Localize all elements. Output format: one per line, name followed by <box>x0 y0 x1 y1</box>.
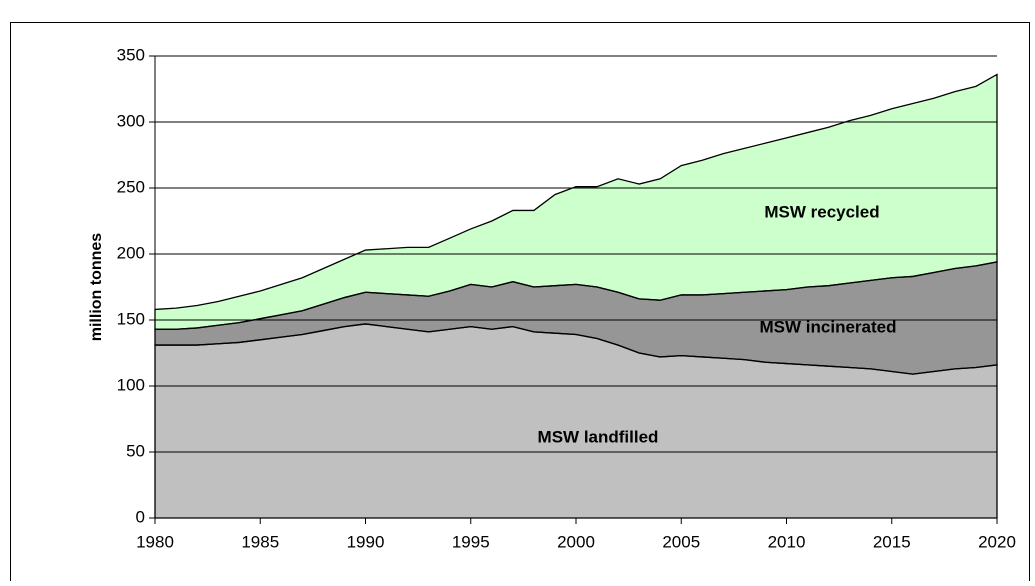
y-tick-label: 100 <box>117 375 145 394</box>
x-tick-label: 1990 <box>347 532 385 551</box>
x-tick-label: 2015 <box>873 532 911 551</box>
y-tick-label: 300 <box>117 111 145 130</box>
area <box>155 323 997 518</box>
area-outline <box>154 73 998 330</box>
area-label: MSW incinerated <box>760 317 897 336</box>
x-tick-label: 2000 <box>557 532 595 551</box>
y-tick-label: 350 <box>117 45 145 64</box>
y-tick-label: 150 <box>117 309 145 328</box>
y-tick-label: 0 <box>136 507 145 526</box>
x-tick-label: 2010 <box>768 532 806 551</box>
x-tick-label: 1995 <box>452 532 490 551</box>
y-axis-label: million tonnes <box>88 233 105 342</box>
y-tick-label: 200 <box>117 243 145 262</box>
area-label: MSW landfilled <box>538 427 659 446</box>
x-tick-label: 2020 <box>978 532 1016 551</box>
y-tick-label: 50 <box>126 441 145 460</box>
x-tick-label: 1985 <box>241 532 279 551</box>
y-tick-label: 250 <box>117 177 145 196</box>
area-label: MSW recycled <box>764 202 879 221</box>
x-tick-label: 1980 <box>136 532 174 551</box>
x-tick-label: 2005 <box>662 532 700 551</box>
